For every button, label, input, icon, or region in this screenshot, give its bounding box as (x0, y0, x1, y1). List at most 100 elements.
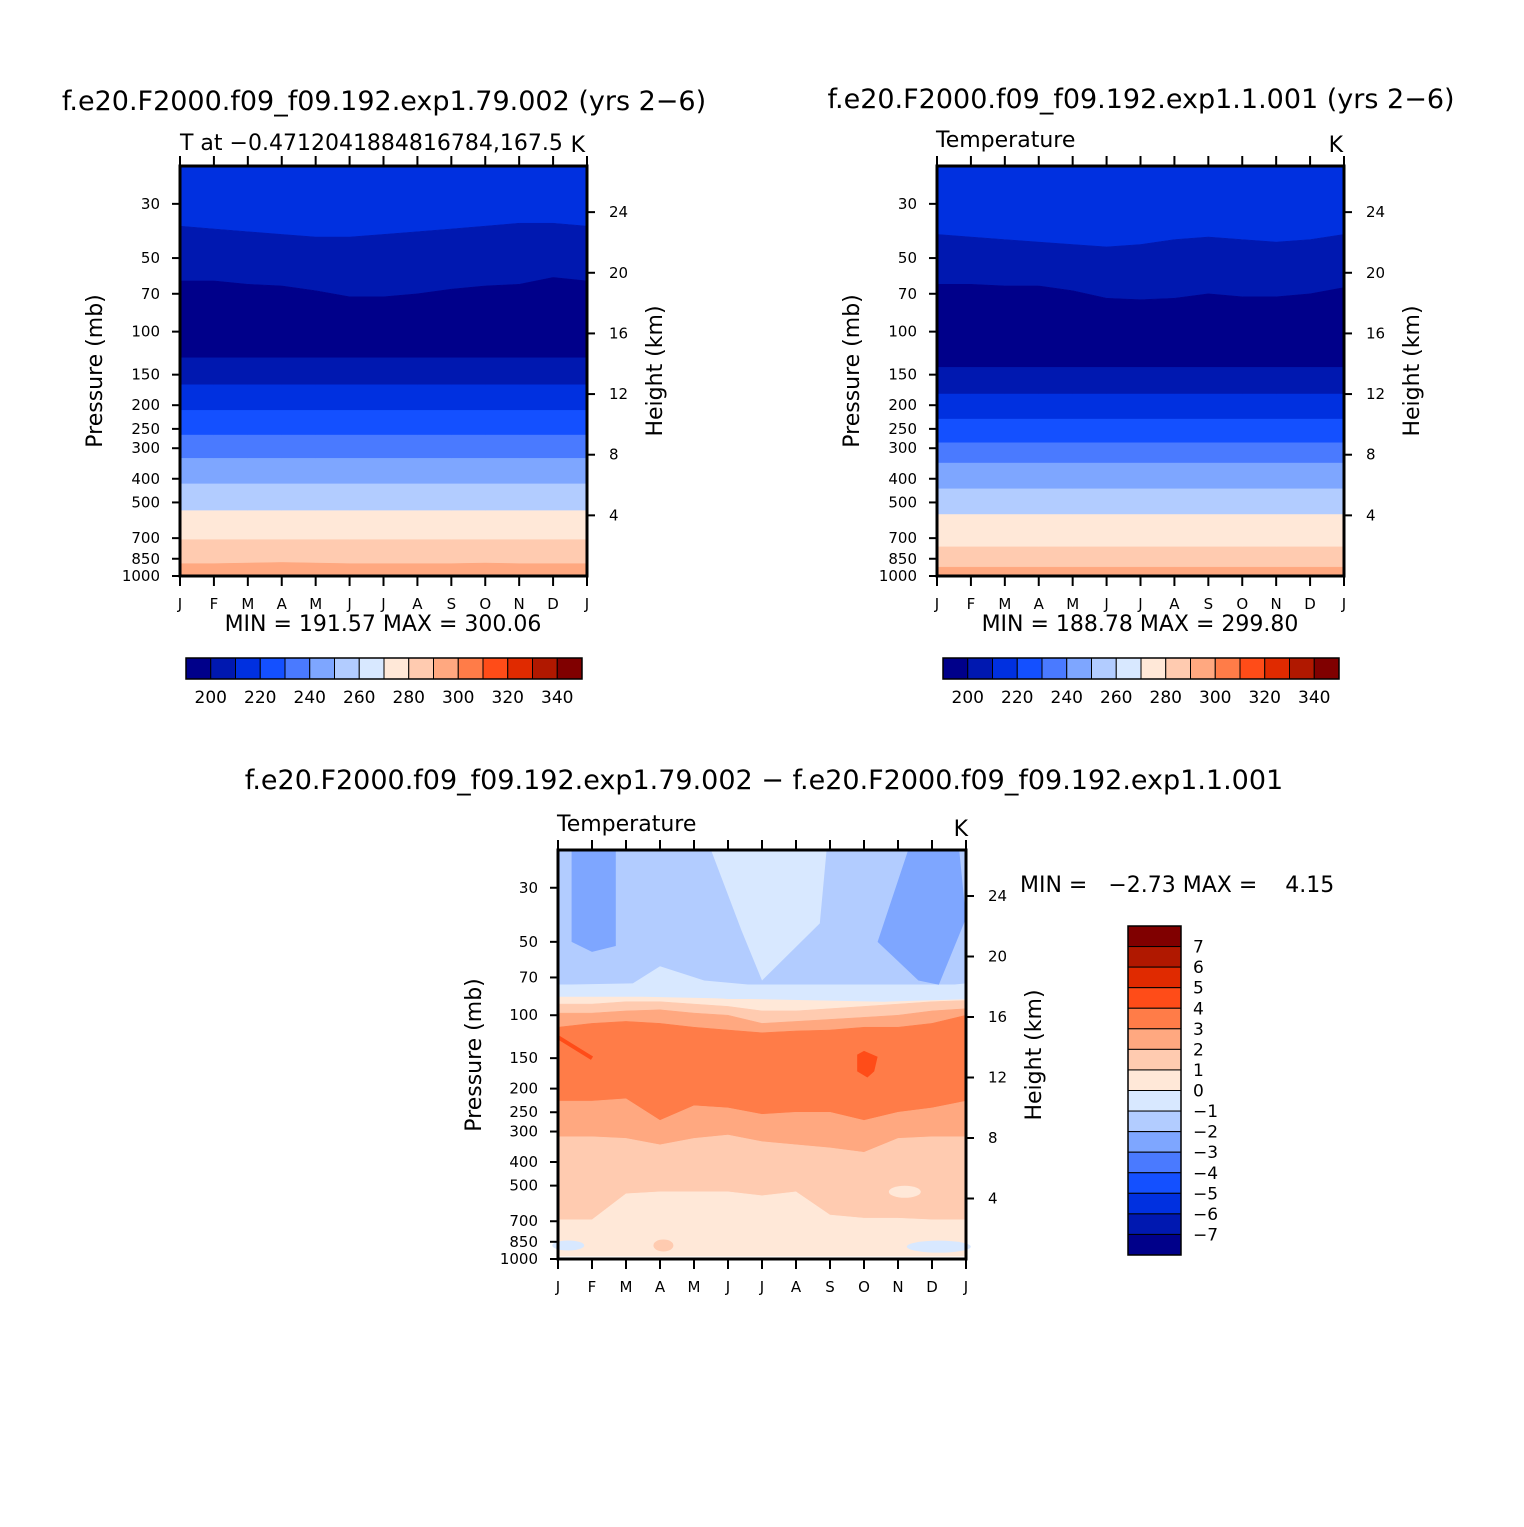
pressure-tick-label: 100 (131, 323, 160, 341)
height-tick-label: 16 (988, 1008, 1007, 1026)
contour-blob (711, 850, 827, 981)
colorbar-label: 7 (1193, 938, 1204, 958)
month-tick-label: M (241, 595, 254, 613)
height-tick-label: 12 (988, 1069, 1007, 1087)
colorbar-label: −7 (1193, 1225, 1218, 1245)
month-tick-label: D (926, 1278, 938, 1296)
colorbar-swatch (433, 657, 459, 680)
pressure-tick-label: 300 (131, 439, 160, 457)
panel-2-ylabel-right: Height (km) (1400, 305, 1425, 436)
month-tick-label: N (892, 1278, 903, 1296)
panel-1-units: K (571, 133, 586, 158)
contour-band (179, 410, 588, 436)
pressure-tick-label: 30 (898, 195, 917, 213)
colorbar-swatch (1165, 657, 1191, 680)
panel-3-title: f.e20.F2000.f09_f09.192.exp1.79.002 − f.… (245, 765, 1283, 796)
colorbar-swatch (1313, 657, 1340, 680)
colorbar-swatch (1127, 987, 1182, 1009)
colorbar-swatch (556, 657, 583, 680)
month-tick-label: F (967, 595, 976, 613)
height-tick-label: 4 (1366, 506, 1376, 524)
pressure-tick-label: 500 (888, 493, 917, 511)
colorbar-label: 5 (1193, 979, 1204, 999)
colorbar-label: 280 (1150, 688, 1182, 708)
height-tick-label: 20 (1366, 264, 1385, 282)
panel-1-ylabel-left: Pressure (mb) (83, 294, 108, 448)
colorbar-label: 260 (1100, 688, 1132, 708)
contour-band (936, 393, 1345, 420)
colorbar-label: 3 (1193, 1020, 1204, 1040)
month-tick-label: J (725, 1278, 730, 1296)
contour-band (936, 418, 1345, 444)
pressure-tick-label: 200 (509, 1080, 538, 1098)
month-tick-label: J (555, 1278, 560, 1296)
contour-band (179, 510, 588, 540)
colorbar-label: 6 (1193, 958, 1204, 978)
month-tick-label: J (934, 595, 939, 613)
month-tick-label: J (177, 595, 182, 613)
colorbar-label: −4 (1193, 1164, 1218, 1184)
pressure-tick-label: 150 (131, 366, 160, 384)
pressure-tick-label: 400 (888, 470, 917, 488)
pressure-tick-label: 70 (141, 285, 160, 303)
colorbar-label: −6 (1193, 1205, 1218, 1225)
contour-band (936, 488, 1345, 515)
panel-1-plot-area (179, 165, 588, 577)
colorbar-swatch (358, 657, 385, 680)
pressure-tick-label: 1000 (879, 567, 917, 585)
pressure-tick-label: 150 (888, 366, 917, 384)
height-tick-label: 12 (609, 385, 628, 403)
colorbar-swatch (1127, 1048, 1182, 1071)
contour-band (179, 384, 588, 411)
colorbar-swatch (1190, 657, 1216, 680)
pressure-tick-label: 850 (131, 550, 160, 568)
colorbar-swatch (334, 657, 360, 680)
colorbar-swatch (967, 657, 993, 680)
height-tick-label: 16 (609, 324, 628, 342)
height-tick-label: 20 (988, 948, 1007, 966)
pressure-tick-label: 1000 (500, 1250, 538, 1268)
colorbar-label: 340 (1298, 688, 1330, 708)
height-tick-label: 8 (988, 1129, 998, 1147)
pressure-tick-label: 500 (131, 493, 160, 511)
pressure-tick-label: 850 (888, 550, 917, 568)
month-tick-label: A (412, 595, 423, 613)
pressure-tick-label: 30 (519, 879, 538, 897)
colorbar-label: 320 (1249, 688, 1281, 708)
colorbar-swatch (210, 657, 236, 680)
pressure-tick-label: 700 (509, 1212, 538, 1230)
colorbar-label: 240 (1051, 688, 1083, 708)
panel-3-plot-area (552, 849, 971, 1260)
panel-2-minmax: MIN = 188.78 MAX = 299.80 (982, 612, 1299, 637)
contour-blob (552, 1240, 585, 1251)
pressure-tick-label: 100 (509, 1006, 538, 1024)
colorbar-swatch (1127, 1192, 1182, 1215)
month-tick-label: M (688, 1278, 701, 1296)
colorbar-swatch (185, 657, 212, 680)
pressure-tick-label: 200 (131, 396, 160, 414)
colorbar-label: 220 (244, 688, 276, 708)
month-tick-label: S (447, 595, 457, 613)
pressure-tick-label: 1000 (122, 567, 160, 585)
pressure-tick-label: 50 (519, 933, 538, 951)
contour-blob (877, 850, 966, 985)
colorbar-swatch (383, 657, 410, 680)
pressure-tick-label: 30 (141, 195, 160, 213)
contour-band (179, 483, 588, 511)
colorbar-swatch (507, 657, 533, 680)
panel-2-ylabel-left: Pressure (mb) (840, 294, 865, 448)
month-tick-label: D (547, 595, 559, 613)
panel-2-plot-area (936, 165, 1345, 577)
colorbar-label: 300 (442, 688, 474, 708)
colorbar-swatch (1127, 946, 1182, 968)
contour-blob (571, 850, 616, 952)
colorbar-swatch (1214, 657, 1241, 680)
pressure-tick-label: 70 (519, 968, 538, 986)
height-tick-label: 16 (1366, 324, 1385, 342)
colorbar-label: 4 (1193, 999, 1204, 1019)
contour-band (936, 514, 1345, 548)
panel-2-title: f.e20.F2000.f09_f09.192.exp1.1.001 (yrs … (827, 84, 1454, 115)
month-tick-label: S (1204, 595, 1214, 613)
